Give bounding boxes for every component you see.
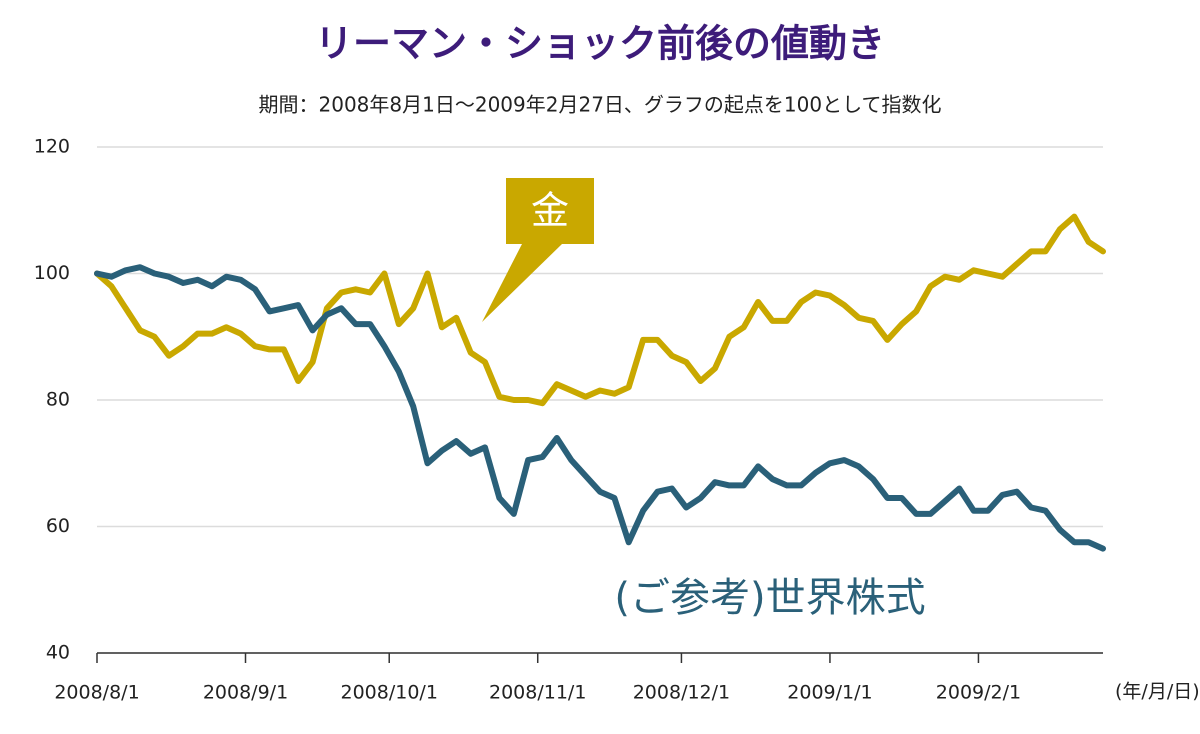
series-line [94, 264, 1106, 552]
legend-label: (ご参考)世界株式 [614, 575, 925, 621]
chart-subtitle: 期間：2008年8月1日～2009年2月27日、グラフの起点を100として指数化 [259, 93, 942, 117]
chart-title: リーマン・ショック前後の値動き [315, 22, 885, 66]
x-tick-label: 2009/1/1 [787, 682, 872, 704]
y-tick-label: 100 [34, 262, 70, 284]
x-tick-label: 2008/12/1 [633, 682, 730, 704]
x-tick-label: 2008/10/1 [341, 682, 438, 704]
y-tick-label: 40 [46, 642, 70, 664]
legend-label: 金 [531, 189, 569, 233]
x-tick-label: 2008/11/1 [489, 682, 586, 704]
y-tick-label: 80 [46, 389, 70, 411]
callout-box [482, 178, 594, 322]
x-axis-label: (年/月/日) [1115, 681, 1200, 703]
series-line [94, 213, 1106, 407]
x-tick-label: 2008/9/1 [203, 682, 288, 704]
y-tick-label: 120 [34, 136, 70, 158]
x-tick-label: 2009/2/1 [936, 682, 1021, 704]
x-tick-label: 2008/8/1 [54, 682, 139, 704]
y-tick-label: 60 [46, 515, 70, 537]
